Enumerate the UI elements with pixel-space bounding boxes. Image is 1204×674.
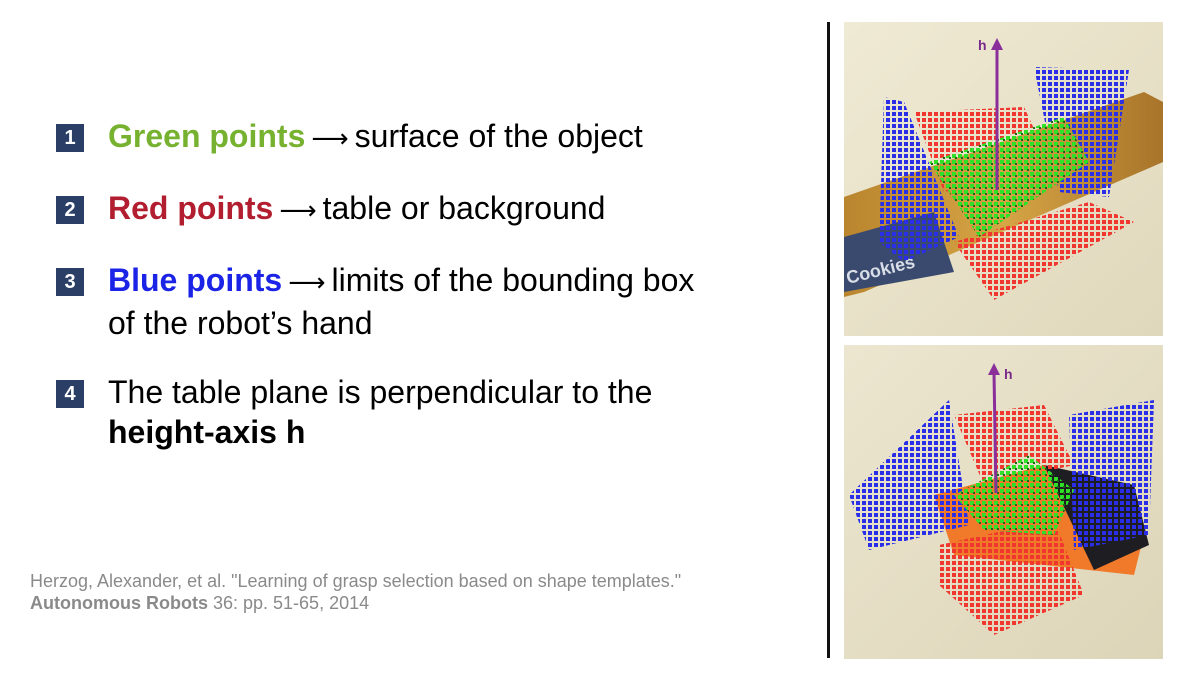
grasp-image-candy-bar: Cookies h [844, 22, 1163, 336]
citation-authors-title: Herzog, Alexander, et al. "Learning of g… [30, 571, 682, 591]
bullet-number-badge: 4 [56, 380, 84, 408]
green-points-keyword: Green points [108, 118, 306, 154]
height-axis-h-label: h [978, 37, 987, 53]
bullet-description: limits of the bounding box [331, 262, 695, 298]
height-axis-h-label: h [1004, 366, 1013, 382]
arrow-icon: ⟶ [279, 196, 317, 226]
bullet-3: 3 Blue points ⟶ limits of the bounding box… [56, 260, 694, 343]
bullet-description: surface of the object [354, 118, 643, 154]
arrow-icon: ⟶ [288, 268, 326, 298]
bullet-1: 1 Green points ⟶ surface of the object [56, 116, 643, 159]
citation-details: 36: pp. 51-65, 2014 [207, 593, 370, 613]
bullet-text: The table plane is perpendicular to the … [108, 372, 652, 452]
bullet-text: Red points ⟶ table or background [108, 188, 605, 231]
candy-bar-point-cloud: Cookies h [844, 22, 1163, 336]
bullet-text: Green points ⟶ surface of the object [108, 116, 643, 159]
bullet-number-badge: 1 [56, 124, 84, 152]
height-axis-label: height-axis h [108, 414, 306, 450]
bullet-number-badge: 3 [56, 268, 84, 296]
bullet-number-badge: 2 [56, 196, 84, 224]
bullet-description-continued: of the robot’s hand [108, 305, 373, 341]
citation: Herzog, Alexander, et al. "Learning of g… [30, 570, 730, 614]
bullet-description: table or background [322, 190, 606, 226]
bullet-2: 2 Red points ⟶ table or background [56, 188, 605, 231]
citation-journal: Autonomous Robots [30, 593, 208, 613]
bullet-line-1: The table plane is perpendicular to the [108, 374, 653, 410]
red-points-keyword: Red points [108, 190, 274, 226]
blue-points-keyword: Blue points [108, 262, 283, 298]
bullet-text: Blue points ⟶ limits of the bounding box o… [108, 260, 694, 343]
marker-point-cloud: h [844, 345, 1163, 659]
grasp-image-marker: h [844, 345, 1163, 659]
arrow-icon: ⟶ [311, 124, 349, 154]
bullet-4: 4 The table plane is perpendicular to th… [56, 372, 652, 452]
vertical-divider [827, 22, 830, 658]
